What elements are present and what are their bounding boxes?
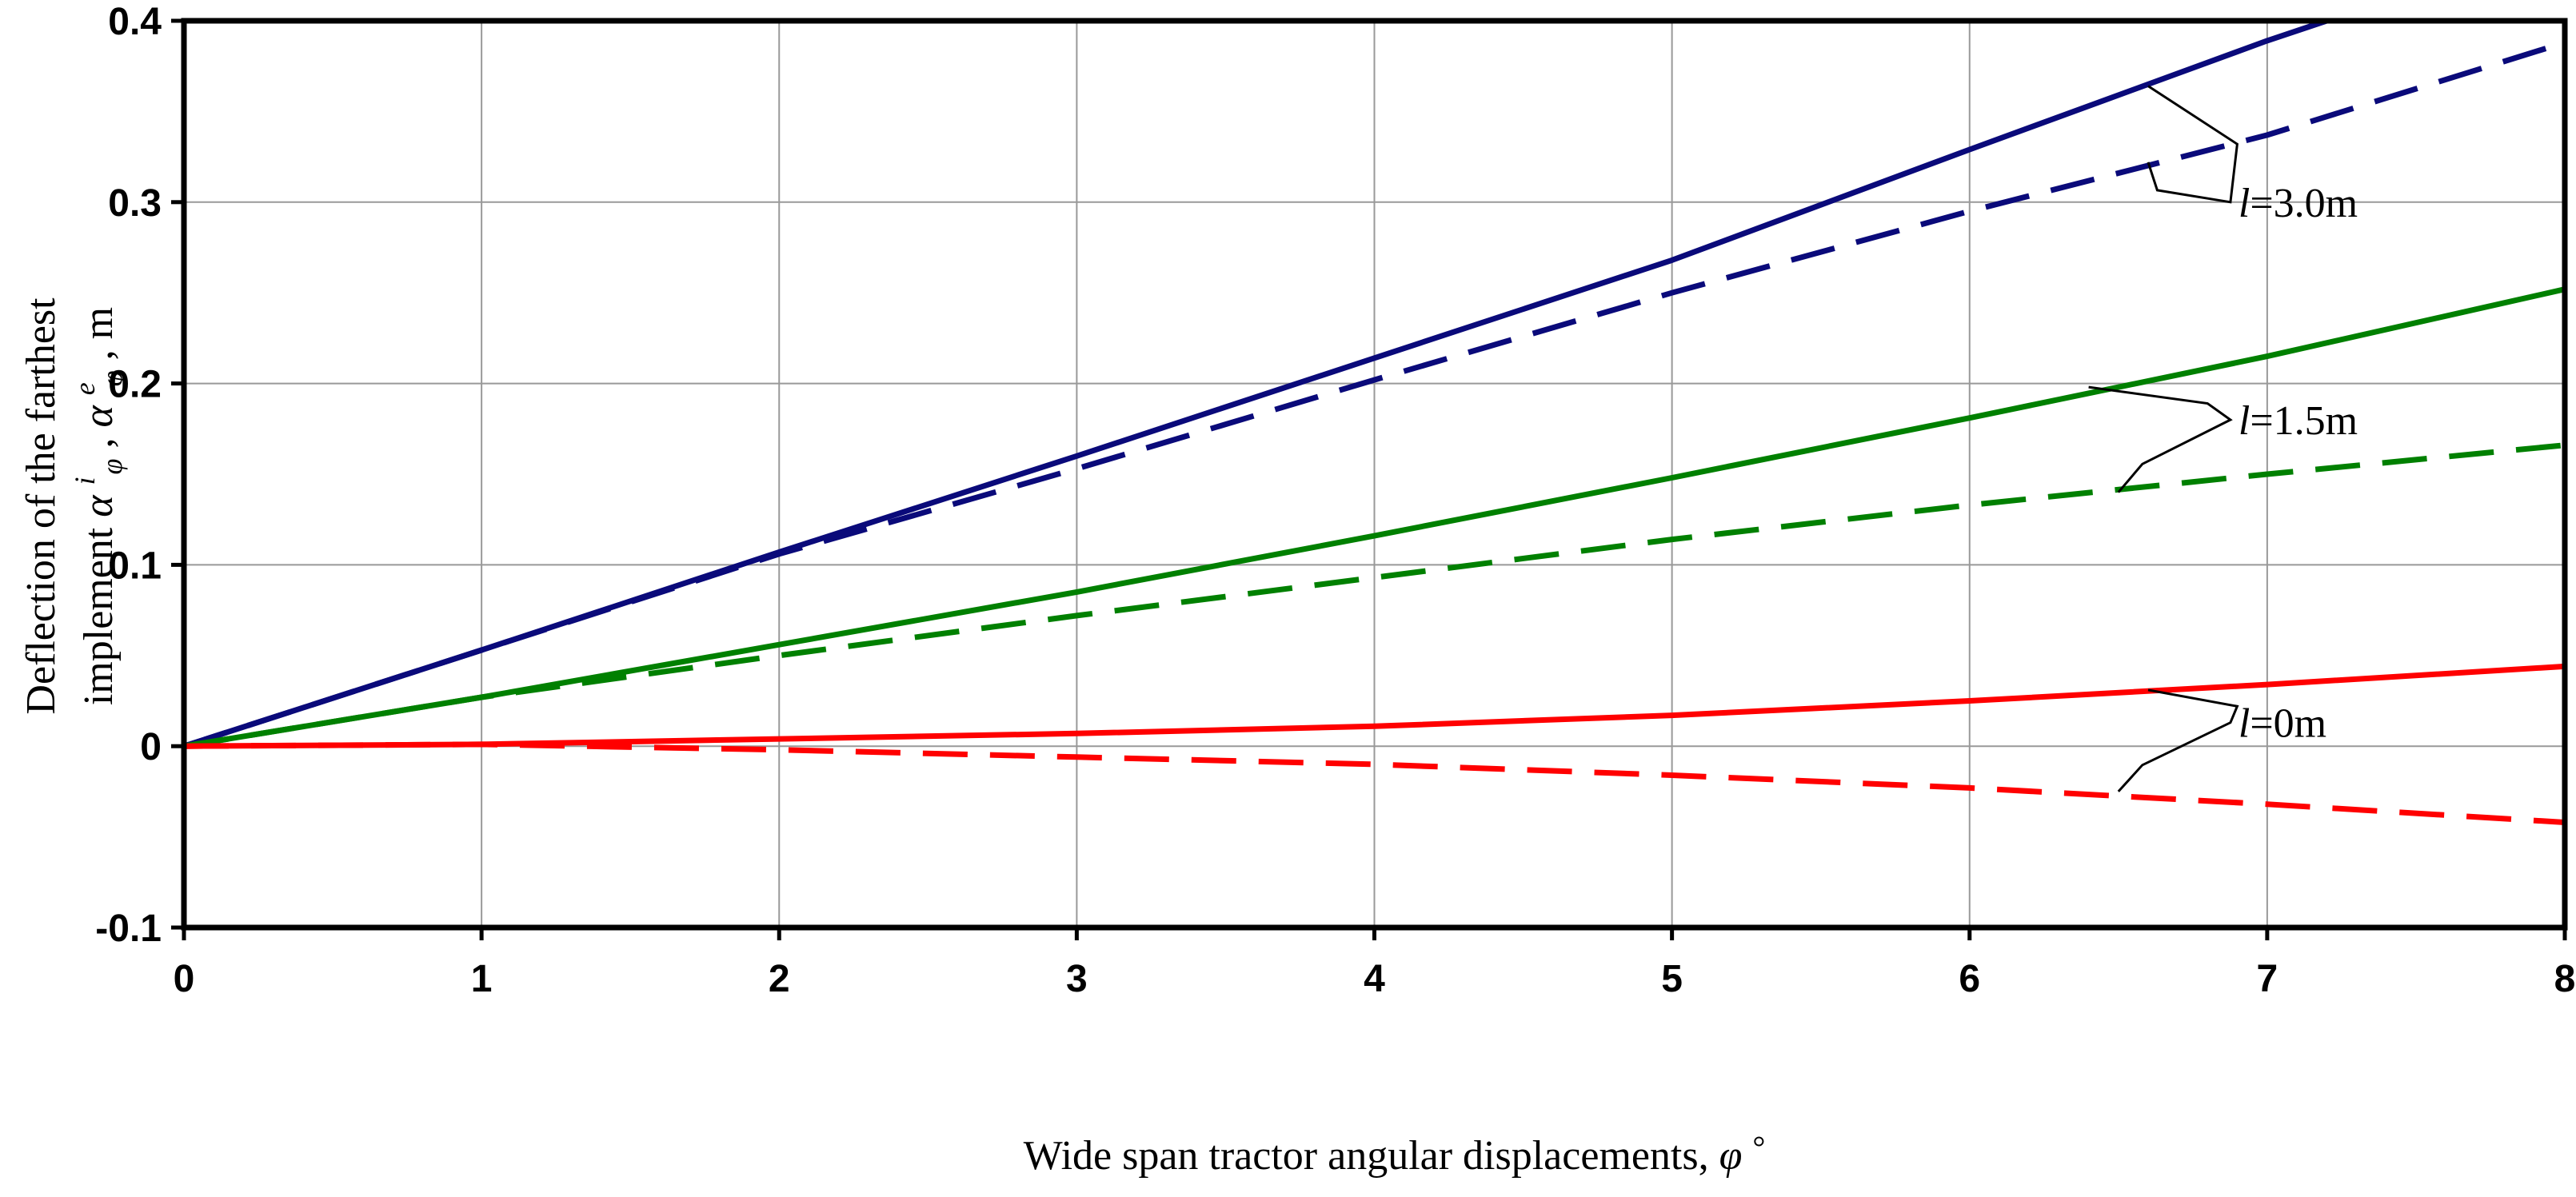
annotation-label-l: l <box>2239 701 2250 747</box>
y-axis-alpha-2: α <box>76 405 122 428</box>
y-tick-label: 0.2 <box>108 364 162 406</box>
y-tick-label: -0.1 <box>95 908 162 950</box>
annotation-label-value: =3.0m <box>2250 181 2358 226</box>
x-axis-title-text: Wide span tractor angular displacements, <box>1024 1133 1719 1179</box>
x-tick-label: 7 <box>2257 958 2278 1000</box>
series-line-dashed <box>182 39 2566 749</box>
annotation-label: l=0m <box>2239 701 2326 747</box>
annotation-label-l: l <box>2239 181 2250 226</box>
annotation-label: l=1.5m <box>2239 398 2358 444</box>
y-axis-title-line2: implement α i φ , α e φ , m <box>58 307 131 705</box>
y-tick-label: 0.4 <box>108 1 162 43</box>
x-axis-title: Wide span tractor angular displacements,… <box>1024 1129 1766 1179</box>
y-axis-title: Deflection of the farthest implement α i… <box>18 297 131 715</box>
x-tick-label: 2 <box>769 958 790 1000</box>
annotation-label-value: =0m <box>2250 701 2326 747</box>
series-line-solid <box>183 663 2566 749</box>
series-line-solid <box>183 286 2566 749</box>
annotation-leader <box>2147 85 2239 204</box>
y-axis-title-line1: Deflection of the farthest <box>18 297 64 715</box>
x-axis-title-degree: ° <box>1752 1129 1765 1165</box>
y-axis-sup-2: e <box>69 382 101 395</box>
x-tick-label: 0 <box>174 958 195 1000</box>
tick-layer: 0 1 2 3 4 5 6 7 8 -0.1 0 0.1 0.2 0.3 0.4 <box>95 1 2575 1000</box>
annotation-leader <box>2088 385 2233 493</box>
y-tick-label: 0.1 <box>108 545 162 587</box>
annotation-label-value: =1.5m <box>2250 398 2358 444</box>
y-tick-label: 0.3 <box>108 182 162 225</box>
annotation-label: l=3.0m <box>2239 181 2358 226</box>
y-axis-sup-1: i <box>69 477 101 485</box>
y-tick-label: 0 <box>140 726 162 768</box>
y-axis-sep: , <box>76 438 122 449</box>
series-layer <box>182 18 2566 825</box>
x-tick-label: 8 <box>2554 958 2576 1000</box>
y-axis-sub-1: φ <box>96 459 128 475</box>
annotation-layer: l=3.0ml=1.5ml=0m <box>2088 85 2358 792</box>
x-tick-label: 5 <box>1661 958 1683 1000</box>
y-axis-unit: , m <box>76 307 122 360</box>
y-axis-title-text: implement <box>76 517 122 705</box>
y-axis-alpha-1: α <box>76 494 122 517</box>
x-tick-label: 1 <box>471 958 493 1000</box>
series-line-dashed <box>183 741 2566 825</box>
x-axis-title-symbol: φ <box>1719 1133 1743 1179</box>
annotation-leader <box>2117 688 2239 792</box>
x-tick-label: 4 <box>1364 958 1385 1000</box>
y-axis-sub-2: φ <box>96 370 128 386</box>
x-tick-label: 6 <box>1959 958 1980 1000</box>
x-tick-label: 3 <box>1066 958 1088 1000</box>
grid-layer <box>184 21 2565 928</box>
annotation-label-l: l <box>2239 398 2250 444</box>
